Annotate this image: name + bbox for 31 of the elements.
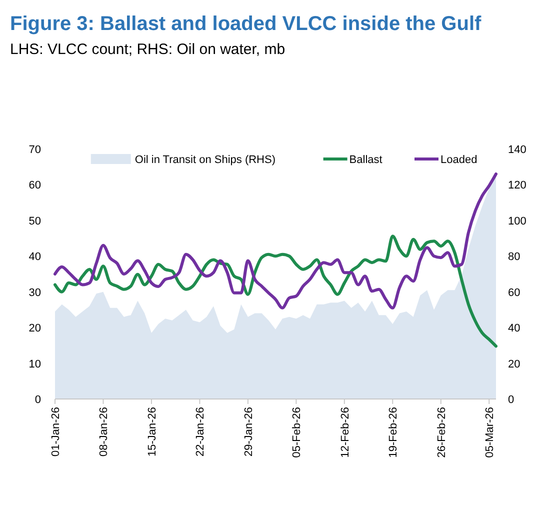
- x-tick-label: 29-Jan-26: [242, 407, 255, 457]
- y2-tick-label: 60: [508, 286, 520, 299]
- y-tick-label: 30: [28, 286, 41, 299]
- y2-tick-label: 140: [508, 144, 526, 156]
- y-tick-label: 60: [28, 180, 41, 192]
- y-tick-label: 50: [28, 215, 41, 228]
- x-tick-label: 15-Jan-26: [146, 407, 158, 457]
- y-tick-label: 0: [34, 394, 41, 406]
- y-tick-label: 20: [28, 322, 41, 335]
- chart-subtitle: LHS: VLCC count; RHS: Oil on water, mb: [10, 41, 286, 58]
- y-tick-label: 10: [28, 358, 41, 370]
- legend-label: Oil in Transit on Ships (RHS): [134, 154, 276, 166]
- x-tick-label: 12-Feb-26: [339, 407, 352, 458]
- y2-tick-label: 40: [508, 322, 520, 335]
- y2-tick-label: 120: [508, 180, 526, 192]
- x-tick-label: 26-Feb-26: [436, 407, 448, 458]
- x-tick-label: 19-Feb-26: [388, 407, 400, 458]
- y2-tick-label: 20: [508, 358, 520, 370]
- y2-tick-label: 80: [508, 251, 520, 264]
- x-tick-label: 08-Jan-26: [98, 407, 110, 457]
- legend-label: Loaded: [440, 154, 478, 166]
- y2-tick-label: 0: [508, 394, 514, 406]
- x-tick-label: 05-Feb-26: [291, 407, 304, 458]
- x-tick-label: 01-Jan-26: [50, 407, 62, 457]
- y-tick-label: 40: [28, 251, 41, 264]
- x-tick-label: 22-Jan-26: [194, 407, 207, 457]
- chart-title: Figure 3: Ballast and loaded VLCC inside the Gulf: [10, 13, 482, 35]
- x-tick-label: 05-Mar-26: [484, 407, 496, 458]
- legend-label: Ballast: [349, 154, 382, 166]
- y2-tick-label: 100: [508, 215, 526, 228]
- y-tick-label: 70: [28, 144, 41, 156]
